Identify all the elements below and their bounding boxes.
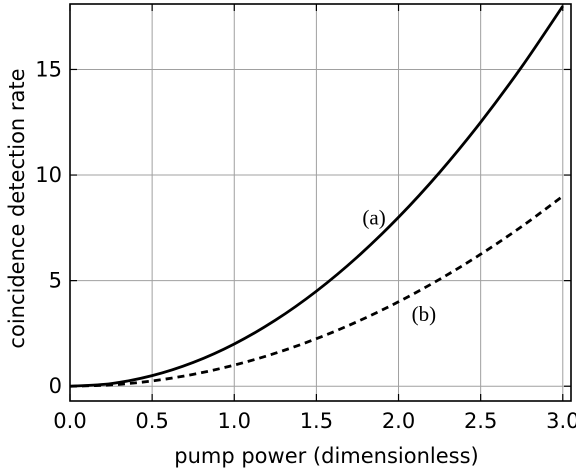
x-tick-label: 2.0 — [382, 409, 415, 433]
x-axis-title: pump power (dimensionless) — [174, 444, 479, 468]
annotations: (a) (b) — [362, 206, 436, 326]
x-tick-label: 3.0 — [546, 409, 576, 433]
plot-frame — [70, 4, 571, 401]
x-tick-label: 1.0 — [218, 409, 251, 433]
y-tick-label: 5 — [49, 269, 62, 293]
series-annotation: (b) — [412, 302, 437, 326]
x-tick-label: 0.0 — [53, 409, 86, 433]
series-annotation: (a) — [362, 206, 385, 230]
x-tick-label: 0.5 — [135, 409, 168, 433]
tick-labels: 0.0 0.5 1.0 1.5 2.0 2.5 3.0 0 5 10 15 — [35, 57, 576, 433]
y-tick-label: 15 — [35, 57, 62, 81]
axis-ticks — [70, 4, 571, 401]
grid — [70, 4, 571, 401]
x-tick-label: 2.5 — [464, 409, 497, 433]
y-axis-title: coincidence detection rate — [5, 68, 29, 348]
x-tick-label: 1.5 — [300, 409, 333, 433]
y-tick-label: 0 — [49, 374, 62, 398]
y-tick-label: 10 — [35, 163, 62, 187]
